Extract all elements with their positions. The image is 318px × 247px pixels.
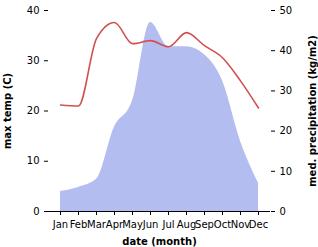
svg-text:Nov: Nov bbox=[231, 219, 251, 230]
svg-text:Jan: Jan bbox=[52, 219, 68, 230]
svg-text:date (month): date (month) bbox=[122, 236, 196, 247]
svg-text:40: 40 bbox=[280, 45, 293, 56]
svg-text:Feb: Feb bbox=[70, 219, 88, 230]
svg-text:50: 50 bbox=[280, 5, 293, 16]
svg-text:10: 10 bbox=[280, 166, 293, 177]
svg-text:Apr: Apr bbox=[105, 218, 124, 230]
svg-text:Dec: Dec bbox=[249, 219, 268, 230]
svg-text:10: 10 bbox=[27, 155, 40, 166]
svg-text:May: May bbox=[122, 219, 143, 230]
svg-text:Sep: Sep bbox=[195, 219, 214, 230]
svg-text:40: 40 bbox=[27, 5, 40, 16]
svg-text:max temp (C): max temp (C) bbox=[2, 73, 13, 149]
svg-text:Oct: Oct bbox=[214, 219, 231, 230]
svg-text:Aug: Aug bbox=[177, 219, 197, 230]
svg-text:20: 20 bbox=[27, 105, 40, 116]
svg-text:20: 20 bbox=[280, 125, 293, 136]
svg-text:Jul: Jul bbox=[161, 219, 174, 230]
svg-text:med. precipitation (kg/m2): med. precipitation (kg/m2) bbox=[307, 35, 318, 187]
svg-text:Jun: Jun bbox=[142, 219, 159, 230]
svg-text:30: 30 bbox=[27, 55, 40, 66]
svg-text:Mar: Mar bbox=[87, 219, 107, 230]
svg-text:0: 0 bbox=[280, 206, 286, 217]
svg-text:30: 30 bbox=[280, 85, 293, 96]
svg-text:0: 0 bbox=[33, 206, 39, 217]
